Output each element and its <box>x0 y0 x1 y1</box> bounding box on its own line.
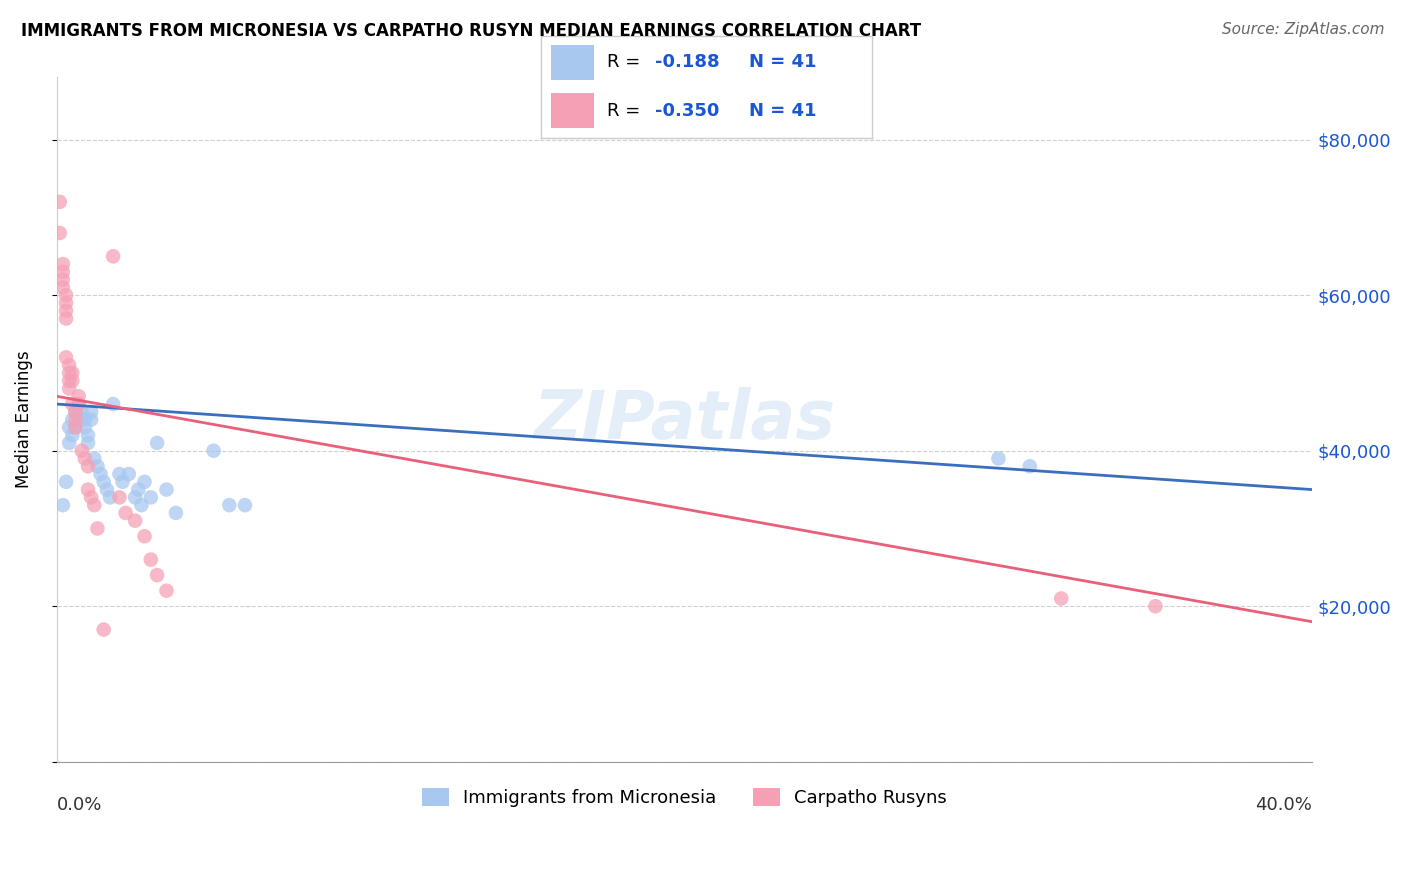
Text: R =: R = <box>607 102 647 120</box>
Point <box>52 272 75 286</box>
Point <box>73 451 96 466</box>
Point <box>60 374 83 388</box>
Point <box>118 467 141 481</box>
Point <box>67 389 90 403</box>
Point <box>52 257 75 271</box>
Point <box>73 420 96 434</box>
Text: -0.188: -0.188 <box>655 54 720 71</box>
Point <box>55 288 77 302</box>
Point <box>134 475 156 489</box>
Point <box>86 521 108 535</box>
Point <box>124 514 146 528</box>
FancyBboxPatch shape <box>551 45 595 79</box>
Point <box>65 405 87 419</box>
Point <box>65 405 87 419</box>
Point <box>139 491 162 505</box>
Text: Source: ZipAtlas.com: Source: ZipAtlas.com <box>1222 22 1385 37</box>
Point <box>70 405 93 419</box>
Point <box>77 428 100 442</box>
Point <box>218 498 240 512</box>
Point <box>134 529 156 543</box>
Point <box>83 451 105 466</box>
Point <box>101 397 124 411</box>
Point <box>52 280 75 294</box>
Point <box>139 552 162 566</box>
Point <box>73 412 96 426</box>
Point <box>98 491 121 505</box>
Point <box>80 412 103 426</box>
Point <box>48 194 70 209</box>
Point <box>58 382 80 396</box>
Point <box>67 412 90 426</box>
Point <box>80 491 103 505</box>
Point <box>55 303 77 318</box>
Point <box>108 491 131 505</box>
Point <box>77 436 100 450</box>
Point <box>86 459 108 474</box>
Point <box>58 358 80 372</box>
Text: N = 41: N = 41 <box>749 54 817 71</box>
Point <box>114 506 136 520</box>
Point <box>80 405 103 419</box>
Point <box>70 443 93 458</box>
Point <box>67 397 90 411</box>
Point <box>48 226 70 240</box>
Point <box>60 428 83 442</box>
Point <box>55 351 77 365</box>
Point <box>146 568 169 582</box>
Point <box>101 249 124 263</box>
Point <box>58 366 80 380</box>
Point <box>52 498 75 512</box>
Point <box>65 420 87 434</box>
Point <box>77 483 100 497</box>
Point <box>127 483 149 497</box>
Point <box>1018 459 1040 474</box>
Legend: Immigrants from Micronesia, Carpatho Rusyns: Immigrants from Micronesia, Carpatho Rus… <box>415 780 955 814</box>
Point <box>124 491 146 505</box>
Point <box>233 498 256 512</box>
Point <box>60 397 83 411</box>
Point <box>155 483 177 497</box>
Point <box>83 498 105 512</box>
Text: 40.0%: 40.0% <box>1256 796 1312 814</box>
Text: 0.0%: 0.0% <box>56 796 103 814</box>
FancyBboxPatch shape <box>551 93 595 128</box>
Point <box>65 420 87 434</box>
Point <box>60 366 83 380</box>
Point <box>987 451 1010 466</box>
Point <box>165 506 187 520</box>
Point <box>96 483 118 497</box>
Point <box>93 475 115 489</box>
Point <box>60 412 83 426</box>
Y-axis label: Median Earnings: Median Earnings <box>15 351 32 489</box>
Point <box>67 397 90 411</box>
Point <box>58 374 80 388</box>
Text: R =: R = <box>607 54 647 71</box>
Text: N = 41: N = 41 <box>749 102 817 120</box>
Point <box>146 436 169 450</box>
Point <box>52 265 75 279</box>
Point <box>55 296 77 310</box>
Point <box>65 412 87 426</box>
Point <box>55 475 77 489</box>
Text: ZIPatlas: ZIPatlas <box>533 386 835 452</box>
Text: -0.350: -0.350 <box>655 102 720 120</box>
Point <box>1144 599 1167 614</box>
Point <box>90 467 112 481</box>
Point <box>1050 591 1073 606</box>
Point <box>58 420 80 434</box>
Text: IMMIGRANTS FROM MICRONESIA VS CARPATHO RUSYN MEDIAN EARNINGS CORRELATION CHART: IMMIGRANTS FROM MICRONESIA VS CARPATHO R… <box>21 22 921 40</box>
Point <box>70 412 93 426</box>
Point <box>131 498 153 512</box>
Point <box>202 443 225 458</box>
Point <box>108 467 131 481</box>
Point <box>155 583 177 598</box>
Point <box>77 459 100 474</box>
Point <box>58 436 80 450</box>
Point <box>111 475 134 489</box>
Point <box>55 311 77 326</box>
Point <box>93 623 115 637</box>
